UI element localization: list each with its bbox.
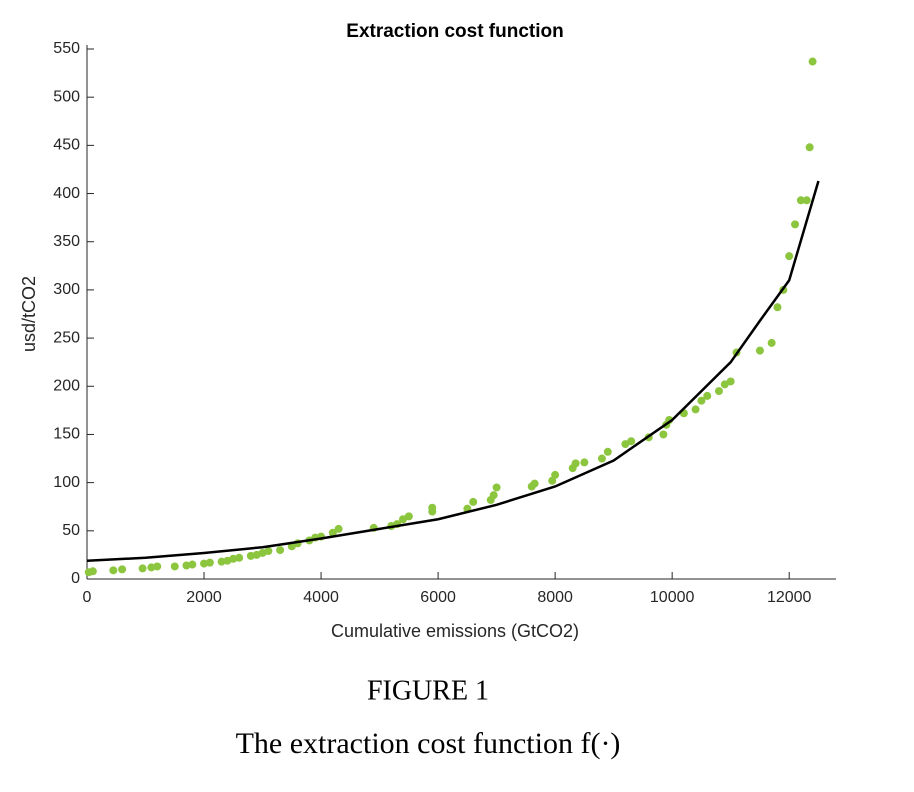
data-point (571, 459, 580, 468)
x-tick-label: 12000 (767, 589, 812, 606)
x-tick-label: 6000 (420, 589, 456, 606)
data-point (551, 470, 560, 479)
data-point (492, 483, 501, 492)
data-point (773, 303, 782, 312)
x-axis-label: Cumulative emissions (GtCO2) (331, 621, 579, 641)
data-point (264, 547, 273, 556)
data-point (767, 338, 776, 347)
data-point (726, 377, 735, 386)
data-point (205, 558, 214, 567)
data-point (805, 143, 814, 152)
x-tick-label: 10000 (650, 589, 695, 606)
fit-curve (86, 180, 820, 562)
data-point (334, 524, 343, 533)
y-tick-label: 250 (53, 329, 80, 346)
data-point (691, 405, 700, 414)
data-point (714, 387, 723, 396)
x-tick-label: 2000 (186, 589, 222, 606)
y-tick-label: 300 (53, 281, 80, 298)
y-tick-label: 50 (62, 522, 80, 539)
data-point (469, 497, 478, 506)
x-tick-label: 4000 (303, 589, 339, 606)
data-point (109, 566, 118, 575)
data-point (153, 562, 162, 571)
y-tick-label: 200 (53, 377, 80, 394)
y-tick-label: 150 (53, 426, 80, 443)
data-point (808, 57, 817, 66)
data-point (118, 565, 127, 574)
data-point (88, 567, 97, 576)
x-tick-label: 8000 (537, 589, 573, 606)
data-point (755, 346, 764, 355)
data-point (530, 479, 539, 488)
data-point (785, 252, 794, 261)
data-point (404, 512, 413, 521)
y-tick-label: 400 (53, 185, 80, 202)
data-point (235, 553, 244, 562)
data-point (276, 546, 285, 555)
x-tick-label: 0 (83, 589, 92, 606)
y-tick-label: 450 (53, 137, 80, 154)
y-tick-label: 0 (71, 570, 80, 587)
data-point (697, 396, 706, 405)
data-point (627, 437, 636, 446)
data-point (489, 491, 498, 500)
y-tick-label: 550 (53, 40, 80, 57)
figure-caption: The extraction cost function f(·) (236, 727, 621, 760)
y-tick-label: 100 (53, 474, 80, 491)
data-point (603, 447, 612, 456)
data-point (597, 454, 606, 463)
y-tick-label: 500 (53, 88, 80, 105)
data-point (328, 528, 337, 537)
y-axis-label: usd/tCO2 (19, 276, 39, 352)
y-tick-label: 350 (53, 233, 80, 250)
chart-title: Extraction cost function (346, 21, 563, 42)
data-point (188, 560, 197, 569)
data-point (802, 196, 811, 205)
data-point (170, 562, 179, 571)
data-point (428, 503, 437, 512)
data-point (138, 564, 147, 573)
data-point (659, 430, 668, 439)
data-point (796, 196, 805, 205)
data-point (791, 220, 800, 229)
data-point (703, 391, 712, 400)
data-point (580, 458, 589, 467)
figure-label: FIGURE 1 (367, 675, 489, 706)
